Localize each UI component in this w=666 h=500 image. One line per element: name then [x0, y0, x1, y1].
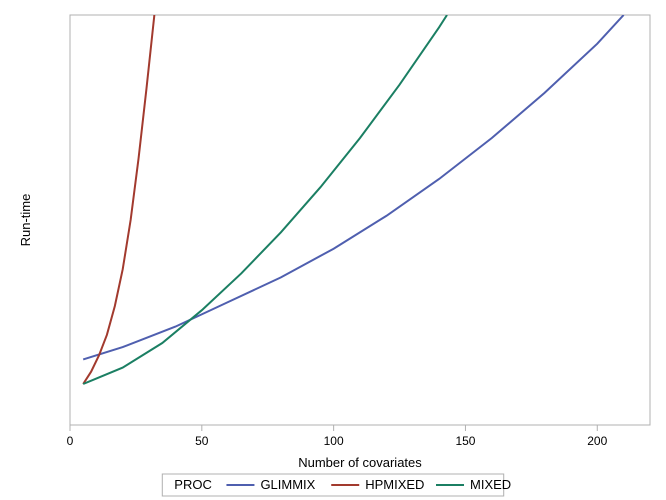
legend-label: HPMIXED [365, 477, 424, 492]
runtime-chart: 0 50 100 150 200 Number of covariates Run-time… [0, 0, 666, 500]
legend-label: MIXED [470, 477, 511, 492]
x-axis-title: Number of covariates [298, 455, 422, 470]
series-glimmix [83, 15, 623, 359]
x-tick-label: 100 [324, 434, 344, 448]
legend-title: PROC [174, 477, 212, 492]
y-axis-title: Run-time [18, 194, 33, 247]
x-tick-label: 0 [67, 434, 74, 448]
chart-svg: 0 50 100 150 200 Number of covariates Run-time… [0, 0, 666, 500]
x-tick-label: 150 [455, 434, 475, 448]
x-tick-label: 200 [587, 434, 607, 448]
series-group [83, 15, 623, 384]
x-tick-label: 50 [195, 434, 209, 448]
legend-label: GLIMMIX [260, 477, 315, 492]
series-mixed [83, 15, 447, 384]
series-hpmixed [83, 15, 154, 384]
